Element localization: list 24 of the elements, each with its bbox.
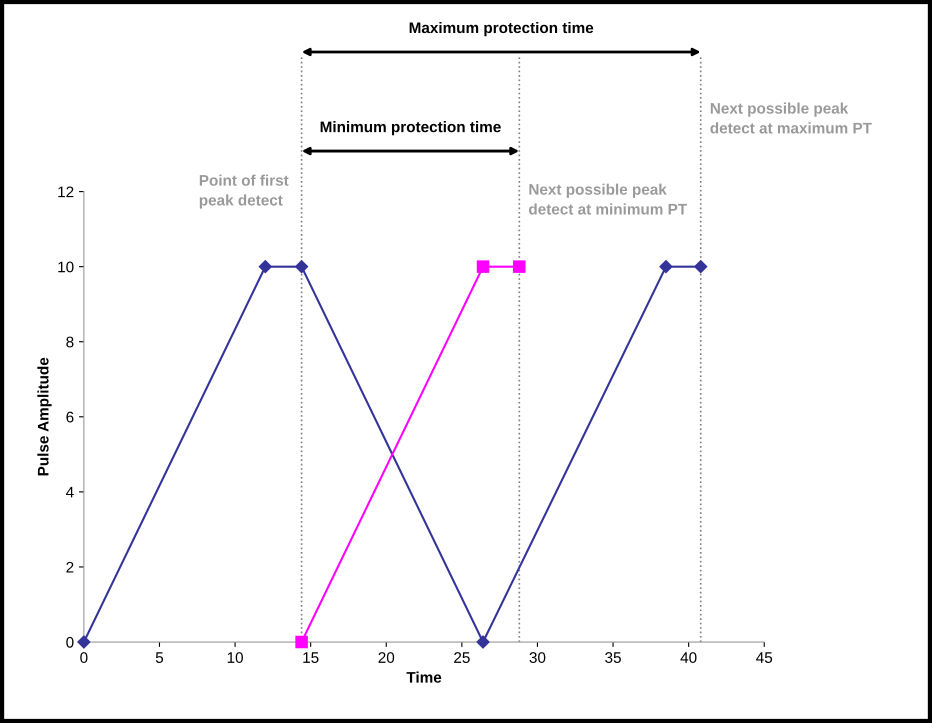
y-tick-label: 8 (66, 336, 74, 348)
x-tick-label: 45 (756, 652, 772, 663)
y-axis-title: Pulse Amplitude (37, 358, 52, 476)
y-tick-label: 2 (66, 562, 74, 572)
x-tick-label: 15 (303, 652, 319, 663)
x-tick-label: 20 (378, 652, 394, 663)
y-tick-label: 6 (66, 412, 74, 422)
text: Minimum protection time (320, 121, 501, 136)
x-tick-label: 25 (454, 652, 470, 663)
y-tick-label: 12 (58, 186, 74, 198)
y-tick-label: 0 (66, 636, 74, 648)
x-axis-title: Time (406, 672, 442, 683)
x-tick-label: 5 (156, 652, 164, 663)
x-tick-label: 35 (605, 652, 621, 663)
x-tick-label: 40 (680, 652, 697, 663)
text: Maximum protection time (410, 22, 594, 36)
ref-line-label: Point of first peak detect (200, 174, 289, 209)
ref-line-label: Next possible peak detect at minimum PT (529, 184, 687, 215)
x-tick-label: 0 (80, 652, 88, 663)
y-tick-label: 4 (66, 486, 74, 498)
y-tick-label: 10 (58, 262, 74, 272)
x-tick-label: 10 (228, 652, 243, 663)
x-tick-label: 30 (530, 652, 546, 663)
ref-line-label: Next possible peak detect at maximum PT (710, 102, 872, 134)
